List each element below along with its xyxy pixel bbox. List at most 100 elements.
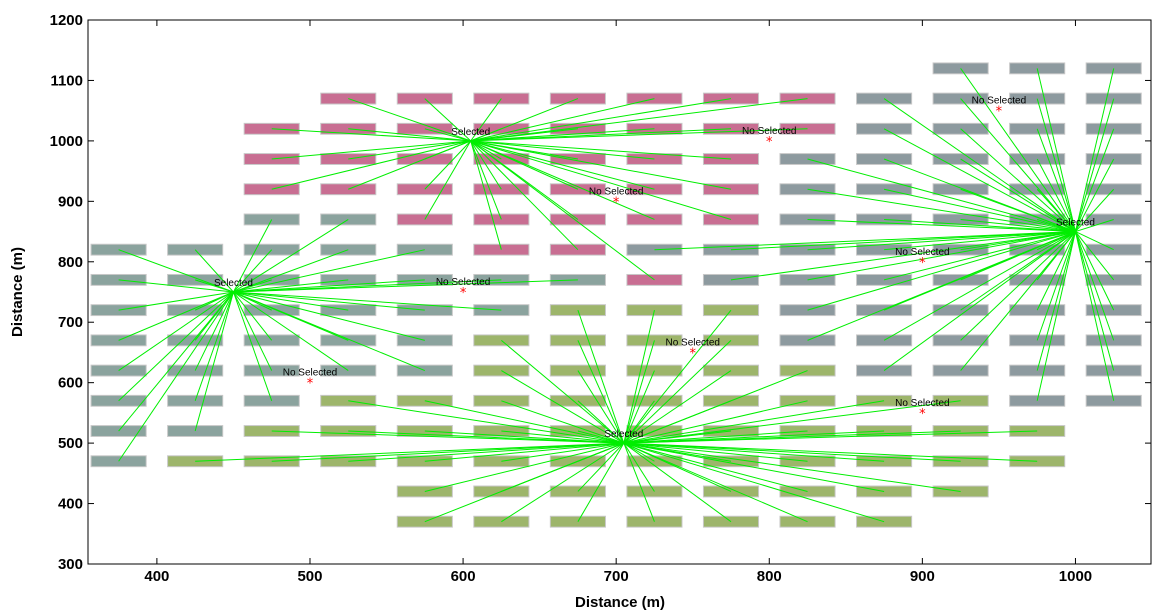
- building-block-teal: [90, 243, 147, 256]
- link-line: [1036, 231, 1076, 251]
- link-line: [1036, 158, 1076, 232]
- y-tick-label: 800: [58, 254, 83, 271]
- link-line: [470, 140, 502, 250]
- link-line: [623, 310, 655, 444]
- building-block-teal: [396, 364, 453, 377]
- building-block-gray: [932, 92, 989, 105]
- link-line: [470, 140, 732, 220]
- building-block-gray: [932, 213, 989, 226]
- y-tick-label: 700: [58, 314, 83, 331]
- link-line: [470, 140, 502, 220]
- link-line: [883, 231, 1076, 371]
- link-line: [233, 291, 425, 311]
- link-line: [577, 340, 625, 444]
- building-block-gray: [932, 183, 989, 196]
- link-line: [623, 430, 1038, 444]
- x-tick-label: 600: [451, 568, 476, 585]
- selected-label: Selected: [604, 429, 643, 440]
- link-line: [348, 98, 471, 142]
- building-block-pink: [626, 213, 683, 226]
- link-line: [960, 231, 1076, 251]
- link-line: [1075, 218, 1114, 233]
- link-line: [233, 291, 349, 311]
- building-block-green: [320, 455, 377, 468]
- link-line: [1074, 231, 1115, 341]
- link-line: [577, 400, 625, 444]
- link-line: [424, 140, 472, 190]
- link-line: [271, 140, 471, 160]
- link-line: [271, 430, 624, 444]
- not-selected-label: No Selected: [589, 186, 643, 197]
- link-line: [654, 231, 1076, 251]
- blocks-layer: [90, 62, 1142, 528]
- link-line: [1036, 128, 1076, 232]
- link-line: [730, 231, 1076, 251]
- y-tick-label: 900: [58, 193, 83, 210]
- link-line: [348, 128, 471, 142]
- link-line: [623, 442, 732, 523]
- not-selected-marker: *: [766, 135, 773, 150]
- link-line: [470, 140, 732, 160]
- link-line: [424, 430, 624, 444]
- building-block-pink: [702, 153, 760, 165]
- link-line: [232, 291, 273, 401]
- not-selected-marker: *: [460, 286, 467, 301]
- link-line: [807, 231, 1076, 251]
- link-line: [807, 231, 1076, 311]
- building-block-green: [1009, 455, 1066, 468]
- building-block-teal: [90, 273, 147, 286]
- building-block-gray: [932, 273, 989, 286]
- link-line: [1074, 231, 1115, 371]
- building-block-teal: [90, 364, 147, 377]
- link-line: [1075, 231, 1115, 281]
- link-line: [623, 340, 655, 444]
- building-block-gray: [1085, 334, 1142, 347]
- link-line: [233, 291, 502, 311]
- building-block-pink: [320, 153, 377, 165]
- link-line: [233, 291, 425, 372]
- link-line: [577, 370, 625, 444]
- link-line: [470, 140, 655, 190]
- link-line: [233, 279, 578, 293]
- link-line: [960, 68, 1076, 232]
- link-line: [960, 98, 1076, 232]
- y-axis-title: Distance (m): [9, 247, 26, 337]
- link-line: [1036, 68, 1076, 232]
- link-line: [623, 442, 885, 492]
- link-line: [194, 291, 234, 341]
- building-block-gray: [932, 122, 989, 135]
- building-block-pink: [473, 183, 530, 196]
- x-tick-label: 700: [604, 568, 629, 585]
- building-block-pink: [396, 213, 453, 226]
- link-line: [424, 400, 624, 444]
- selected-label: Selected: [214, 278, 253, 289]
- y-tick-label: 1100: [50, 72, 83, 89]
- building-block-green: [320, 425, 377, 437]
- link-line: [470, 98, 732, 142]
- link-line: [1075, 231, 1115, 311]
- building-block-pink: [320, 183, 377, 196]
- building-block-teal: [90, 425, 147, 437]
- link-line: [730, 231, 1076, 281]
- link-line: [623, 442, 961, 492]
- link-line: [960, 158, 1076, 232]
- building-block-gray: [1085, 153, 1142, 165]
- link-line: [424, 140, 472, 220]
- link-line: [1075, 188, 1115, 232]
- building-block-pink: [473, 213, 530, 226]
- building-block-gray: [932, 153, 989, 165]
- building-block-gray: [932, 62, 989, 75]
- link-line: [501, 442, 624, 462]
- not-selected-label: No Selected: [895, 398, 949, 409]
- building-block-gray: [1085, 364, 1142, 377]
- not-selected-marker: *: [996, 105, 1003, 120]
- selected-label: Selected: [1056, 218, 1095, 229]
- link-line: [470, 128, 808, 142]
- link-line: [623, 339, 732, 444]
- building-block-gray: [932, 364, 989, 377]
- link-line: [1036, 231, 1076, 311]
- link-line: [195, 279, 234, 293]
- link-line: [623, 442, 655, 462]
- building-block-gray: [932, 334, 989, 347]
- link-line: [623, 430, 808, 444]
